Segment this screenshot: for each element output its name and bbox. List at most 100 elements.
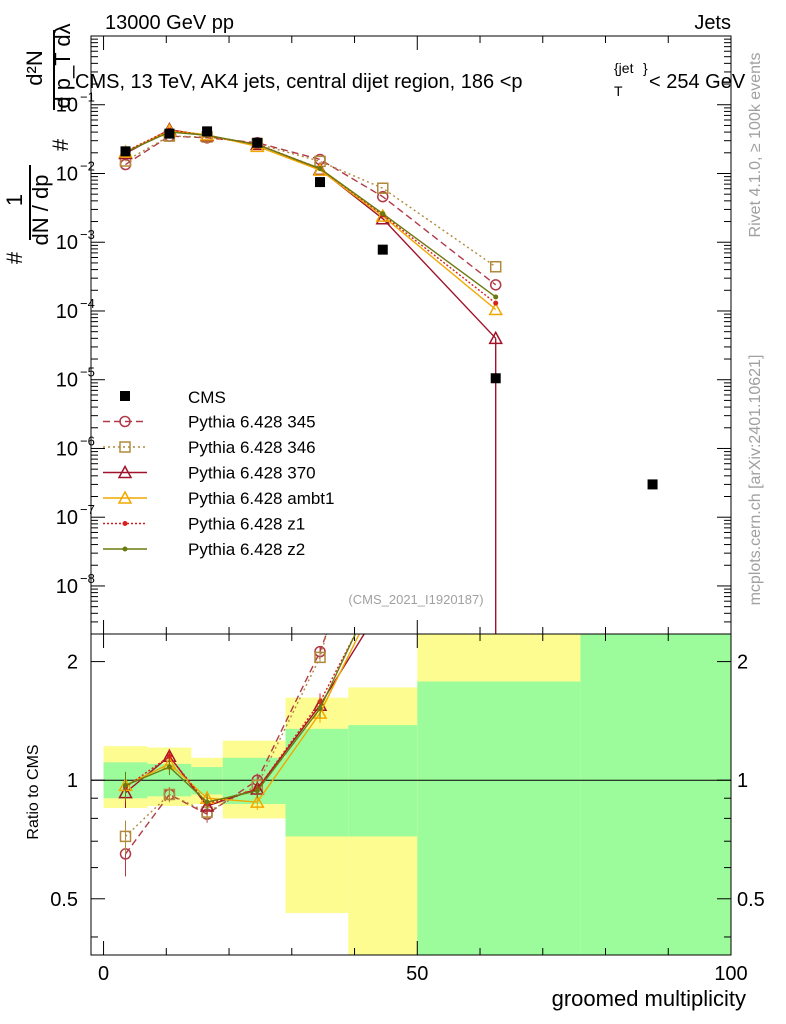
series-marker-ratio (166, 764, 172, 770)
cms-data-point (164, 128, 175, 139)
ratio-bands (91, 634, 731, 955)
legend-label: Pythia 6.428 346 (188, 438, 316, 457)
plot-title: CMS, 13 TeV, AK4 jets, central dijet reg… (75, 60, 746, 99)
svg-text:T: T (614, 83, 623, 99)
legend-label: Pythia 6.428 z1 (188, 515, 305, 534)
y-tick-exponent: −3 (80, 227, 95, 242)
legend-marker (119, 441, 131, 453)
series-marker-main (489, 260, 502, 273)
series-marker-ratio (491, 239, 501, 249)
band-inner (348, 725, 418, 837)
y-tick-exponent: −5 (80, 365, 95, 380)
y-tick-exponent: −2 (80, 158, 95, 173)
series-marker-main (380, 211, 386, 217)
x-tick-label: 100 (714, 963, 747, 985)
series-line-main (125, 135, 497, 268)
ratio-tick-label-left: 2 (67, 652, 78, 674)
y-tick-label: 10 (56, 301, 78, 323)
series-marker-ratio (378, 424, 388, 434)
legend-marker (119, 415, 131, 428)
y-tick-exponent: −6 (80, 433, 95, 448)
series-marker-ratio (377, 581, 389, 592)
legend-label: Pythia 6.428 345 (188, 413, 316, 432)
legend-label: Pythia 6.428 z2 (188, 540, 305, 559)
header-category: Jets (694, 12, 731, 34)
cms-data-point (252, 137, 263, 148)
series-line-main (125, 128, 497, 339)
legend-marker (117, 490, 133, 504)
cms-data-point (377, 244, 388, 255)
series-marker-main (488, 301, 503, 316)
y-tick-label: 10 (56, 370, 78, 392)
x-tick-label: 0 (98, 963, 109, 985)
series-marker-main (493, 294, 499, 300)
legend-label-cms: CMS (188, 388, 226, 407)
y-tick-label: 10 (56, 576, 78, 598)
x-tick-label: 50 (406, 963, 428, 985)
legend-marker (117, 464, 133, 479)
series-marker-ratio (119, 830, 132, 843)
series-line-main (125, 129, 497, 311)
band-inner (580, 634, 731, 955)
legend-marker (122, 546, 128, 552)
svg-text:}: } (643, 60, 648, 76)
series-marker-ratio (123, 782, 129, 788)
main-panel-frame (90, 35, 732, 635)
series-line-main (125, 135, 497, 286)
series-marker-main (119, 158, 132, 171)
y-axis-label-ratio: Ratio to CMS (25, 744, 42, 839)
cms-data-point (315, 177, 326, 188)
legend-marker (122, 521, 128, 526)
legend-label: Pythia 6.428 ambt1 (188, 489, 334, 508)
series-marker-main (312, 162, 328, 176)
legend-marker-cms (120, 391, 130, 401)
svg-text:1: 1 (2, 194, 27, 206)
series-marker-ratio (317, 706, 323, 712)
x-axis-label: groomed multiplicity (552, 986, 746, 1011)
cms-data-point (202, 126, 213, 137)
y-tick-label: 10 (56, 232, 78, 254)
ratio-tick-label-right: 1 (737, 770, 748, 792)
svg-text:dN / dp: dN / dp (28, 175, 53, 246)
series-marker-ratio (491, 136, 501, 146)
y-tick-exponent: −8 (80, 571, 95, 586)
cms-data-point (120, 146, 131, 157)
series-line-main (125, 129, 497, 304)
ratio-tick-label-right: 0.5 (737, 889, 765, 911)
series-marker-ratio (254, 788, 260, 794)
legend-label: Pythia 6.428 370 (188, 464, 316, 483)
y-axis-label-main: 1 # dN / dp # d²N d p_T dλ (2, 23, 75, 264)
svg-text:#: # (48, 138, 73, 151)
band-inner (417, 681, 581, 955)
band-inner (285, 728, 349, 837)
series-marker-main (377, 190, 389, 203)
series-marker-ratio (166, 753, 172, 759)
header-energy: 13000 GeV pp (105, 12, 234, 34)
ratio-tick-label-left: 0.5 (50, 889, 78, 911)
svg-text:#: # (2, 251, 27, 264)
series-marker-main (377, 182, 389, 194)
y-tick-label: 10 (56, 438, 78, 460)
svg-text:CMS, 13 TeV, AK4 jets, central: CMS, 13 TeV, AK4 jets, central dijet reg… (75, 71, 523, 93)
ratio-panel-frame (90, 633, 732, 956)
legend: CMS Pythia 6.428 345 Pythia 6.428 346 Pythi… (103, 388, 334, 559)
ratio-panel-series (118, 136, 501, 877)
y-tick-label: 10 (56, 163, 78, 185)
cms-data-points (120, 126, 658, 490)
cms-data-point (490, 373, 501, 384)
svg-text:< 254 GeV: < 254 GeV (649, 71, 746, 93)
main-panel-series (118, 122, 503, 634)
series-marker-ratio (314, 651, 326, 664)
y-tick-exponent: −7 (80, 502, 95, 517)
series-marker-ratio (163, 788, 176, 801)
series-marker-main (493, 300, 499, 306)
y-tick-label: 10 (56, 95, 78, 117)
ratio-tick-label-left: 1 (67, 770, 78, 792)
analysis-watermark: (CMS_2021_I1920187) (348, 592, 483, 607)
cms-data-point (647, 479, 658, 490)
series-marker-ratio (250, 794, 265, 808)
ratio-tick-label-right: 2 (737, 652, 748, 674)
mcplots-credit: mcplots.cern.ch [arXiv:2401.10621] (747, 355, 764, 606)
svg-text:{jet: {jet (614, 60, 634, 76)
